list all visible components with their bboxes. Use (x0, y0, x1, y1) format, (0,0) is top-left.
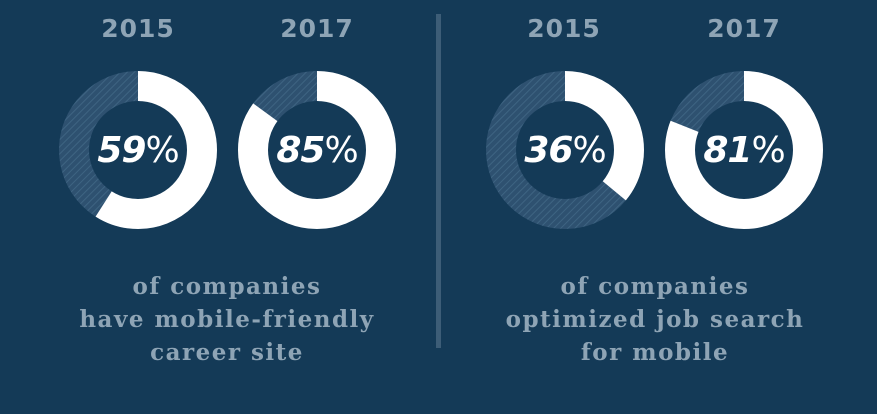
donut-value-arc (59, 71, 217, 229)
caption-line: of companies (560, 273, 750, 300)
percent-label: 85% (237, 70, 397, 230)
donut-chart: 59% (58, 70, 218, 230)
caption-line: optimized job search (505, 306, 805, 333)
percent-label: 59% (58, 70, 218, 230)
percent-symbol: % (145, 129, 179, 171)
percent-symbol: % (751, 129, 785, 171)
caption-line: have mobile-friendly (79, 306, 375, 333)
percent-label: 81% (664, 70, 824, 230)
chart-caption: of companies have mobile-friendly career… (8, 270, 446, 369)
panel-mobile-career-site: 2015 2017 59% 85% of companies have mobi… (0, 0, 438, 414)
percent-value: 36 (524, 129, 573, 171)
donut-value-arc (665, 71, 823, 229)
percent-symbol: % (572, 129, 606, 171)
percent-value: 85 (276, 129, 325, 171)
year-label: 2015 (101, 14, 175, 43)
percent-value: 81 (703, 129, 752, 171)
year-label: 2015 (527, 14, 601, 43)
donut-chart: 36% (485, 70, 645, 230)
panel-optimized-job-search: 2015 2017 36% 81% of companies optimized… (440, 0, 877, 414)
caption-line: of companies (132, 273, 322, 300)
panel-divider (436, 14, 441, 348)
percent-value: 59 (97, 129, 146, 171)
donut-value-arc (238, 71, 396, 229)
donut-chart: 85% (237, 70, 397, 230)
donut-chart: 81% (664, 70, 824, 230)
year-label: 2017 (280, 14, 354, 43)
year-label: 2017 (707, 14, 781, 43)
donut-value-arc (486, 71, 644, 229)
caption-line: career site (150, 339, 304, 366)
chart-caption: of companies optimized job search for mo… (436, 270, 874, 369)
percent-label: 36% (485, 70, 645, 230)
percent-symbol: % (324, 129, 358, 171)
caption-line: for mobile (580, 339, 730, 366)
